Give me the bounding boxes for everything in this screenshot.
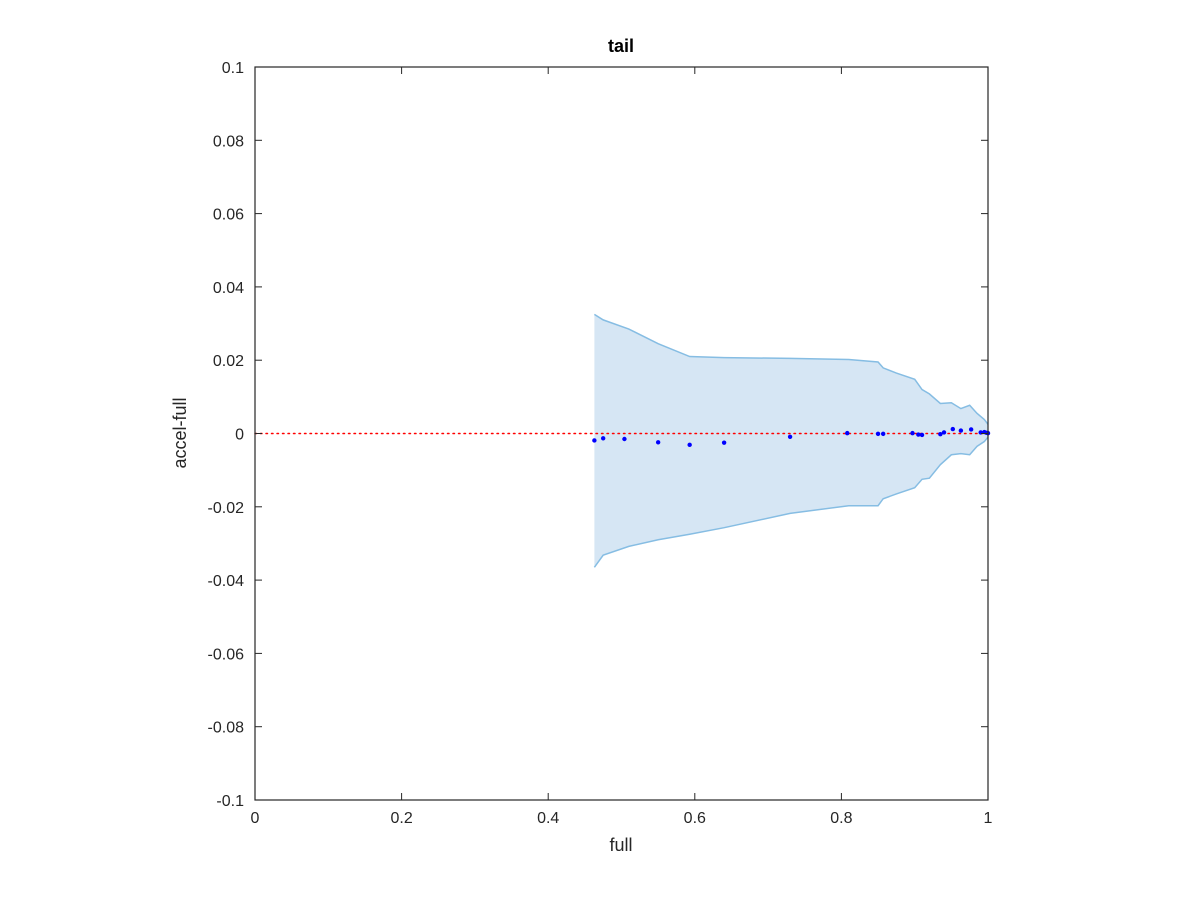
data-point <box>938 432 943 437</box>
band-upper-edge <box>593 313 989 425</box>
data-point <box>592 438 597 443</box>
y-tick-label: -0.04 <box>208 573 245 590</box>
x-tick-label: 0.2 <box>390 810 412 827</box>
chart-title: tail <box>608 36 634 56</box>
data-point <box>919 432 925 438</box>
data-point <box>916 432 921 437</box>
data-point <box>880 431 886 437</box>
x-axis-title: full <box>609 835 632 855</box>
y-tick-label: 0.02 <box>213 353 244 370</box>
confidence-band <box>594 314 988 568</box>
y-tick-label: -0.02 <box>208 500 245 517</box>
data-point <box>941 430 947 435</box>
data-point <box>600 436 606 441</box>
data-point <box>950 426 956 432</box>
data-point <box>968 427 974 432</box>
data-point <box>622 436 627 442</box>
data-point <box>875 431 881 437</box>
y-tick-label: 0 <box>235 427 244 444</box>
x-tick-label: 0.6 <box>684 810 706 827</box>
x-tick-label: 0 <box>251 810 260 827</box>
y-tick-label: 0.06 <box>213 207 244 224</box>
data-point <box>910 430 915 436</box>
x-tick-label: 0.4 <box>537 810 559 827</box>
data-point <box>787 434 793 439</box>
y-tick-label: 0.1 <box>222 60 244 77</box>
y-tick-label: 0.08 <box>213 133 244 150</box>
y-tick-label: -0.1 <box>216 793 244 810</box>
axes: 0 0.2 0.4 0.6 0.8 1 0.1 0.08 0.06 0.04 0.02 0 -0.02 -… <box>208 60 993 827</box>
y-axis-title: accel-full <box>170 397 190 468</box>
x-tick-label: 1 <box>984 810 993 827</box>
data-point <box>958 428 964 433</box>
y-tick-label: -0.06 <box>208 646 245 663</box>
data-point <box>655 440 661 445</box>
data-point <box>845 430 850 436</box>
plot-area <box>254 313 991 568</box>
x-tick-label: 0.8 <box>830 810 852 827</box>
data-point <box>721 440 727 445</box>
y-tick-label: -0.08 <box>208 720 245 737</box>
data-point <box>687 442 692 448</box>
band-lower-edge <box>593 436 989 568</box>
y-tick-label: 0.04 <box>213 280 244 297</box>
